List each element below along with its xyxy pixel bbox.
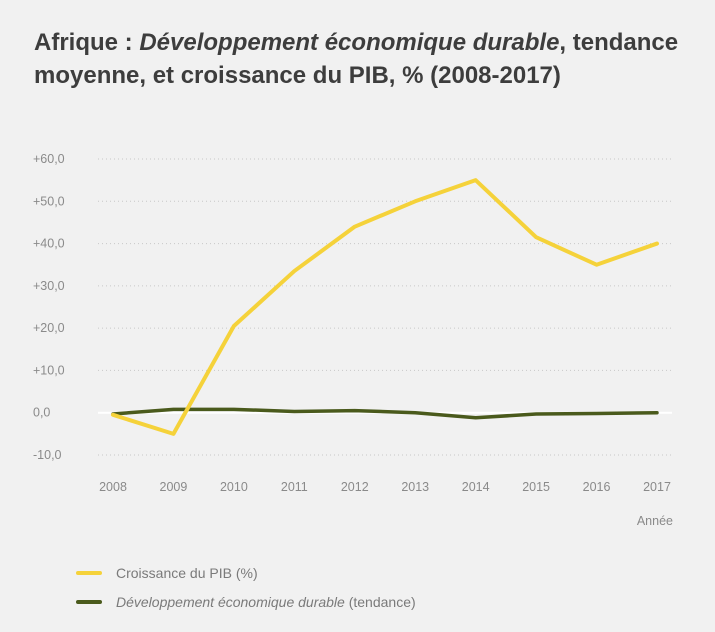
series-line-gdp xyxy=(111,178,659,436)
y-tick-label: +20,0 xyxy=(33,321,65,335)
y-tick-label: +30,0 xyxy=(33,279,65,293)
series-line-sustainable xyxy=(111,407,659,420)
line-chart: +60,0 +50,0 +40,0 +30,0 +20,0 +10,0 0,0 -10,0 20… xyxy=(33,152,673,528)
x-tick-label: 2010 xyxy=(220,480,248,494)
chart-title: Afrique : Développement économique durab… xyxy=(34,26,694,92)
legend-label-sustainable: Développement économique durable (tendan… xyxy=(116,594,416,610)
legend-swatch-sustainable xyxy=(76,599,102,604)
legend-label-sustainable-italic: Développement économique durable xyxy=(116,593,345,610)
legend-label-sustainable-suffix: (tendance) xyxy=(344,593,416,610)
y-tick-label: +60,0 xyxy=(33,152,65,166)
y-tick-label: +10,0 xyxy=(33,363,65,377)
x-tick-label: 2017 xyxy=(643,480,671,494)
title-suffix: , tendance moyenne, et croissance du PIB… xyxy=(34,29,679,89)
legend-label-gdp: Croissance du PIB (%) xyxy=(116,564,258,581)
title-prefix: Afrique : xyxy=(34,29,140,56)
y-tick-label: +50,0 xyxy=(33,194,65,208)
legend-item-gdp: Croissance du PIB (%) xyxy=(76,558,416,587)
x-tick-label: 2015 xyxy=(522,480,550,494)
y-tick-label: 0,0 xyxy=(33,406,50,420)
title-italic: Développement économique durable xyxy=(139,29,560,56)
y-tick-label: +40,0 xyxy=(33,237,65,251)
legend: Croissance du PIB (%) Développement écon… xyxy=(76,558,416,616)
x-tick-label: 2011 xyxy=(281,480,308,494)
legend-item-sustainable: Développement économique durable (tendan… xyxy=(76,587,416,616)
x-tick-label: 2013 xyxy=(401,480,429,494)
y-tick-label: -10,0 xyxy=(33,448,62,462)
x-tick-label: 2016 xyxy=(583,480,611,494)
legend-swatch-gdp xyxy=(76,570,102,575)
x-tick-label: 2008 xyxy=(99,480,127,494)
x-tick-label: 2012 xyxy=(341,480,369,494)
x-axis-label: Année xyxy=(637,514,673,528)
x-tick-label: 2014 xyxy=(462,480,490,494)
x-tick-label: 2009 xyxy=(160,480,188,494)
